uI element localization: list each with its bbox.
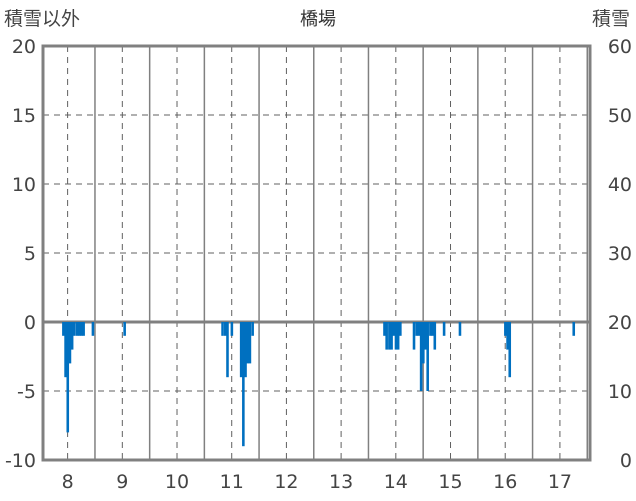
bar: [80, 322, 83, 336]
bar: [91, 322, 95, 336]
bar: [82, 322, 85, 336]
bar: [426, 322, 429, 391]
bar: [239, 322, 243, 378]
right-tick-label: 50: [608, 105, 632, 127]
bar: [429, 322, 432, 336]
bar: [506, 322, 509, 350]
plot-frame: [41, 44, 592, 462]
left-axis-label: 積雪以外: [4, 8, 80, 30]
x-tick-label: 15: [438, 471, 462, 493]
x-tick-label: 9: [116, 471, 128, 493]
bar: [226, 322, 229, 378]
x-tick-label: 12: [274, 471, 298, 493]
bar: [230, 322, 234, 336]
x-tick-label: 8: [62, 471, 74, 493]
bar: [70, 322, 74, 350]
bar: [248, 322, 252, 364]
bar: [62, 322, 65, 336]
left-tick-label: 5: [24, 243, 36, 265]
chart-title: 橋場: [300, 9, 336, 30]
right-tick-label: 40: [608, 174, 632, 196]
bar: [424, 322, 427, 350]
bar: [388, 322, 391, 350]
bar: [224, 322, 227, 336]
bar: [392, 322, 396, 336]
bar: [431, 322, 434, 336]
bar: [385, 322, 388, 350]
bar: [64, 322, 67, 378]
bar: [419, 322, 423, 391]
bar: [390, 322, 393, 350]
bar: [73, 322, 76, 336]
x-tick-label: 11: [220, 471, 244, 493]
right-tick-label: 30: [608, 243, 632, 265]
bar: [221, 322, 224, 336]
bar: [251, 322, 254, 336]
left-tick-label: 10: [12, 174, 36, 196]
bar: [415, 322, 419, 336]
bar-series: [62, 322, 576, 447]
bar: [123, 322, 126, 336]
bar: [433, 322, 437, 350]
x-tick-label: 10: [165, 471, 189, 493]
bar: [68, 322, 72, 364]
bar: [246, 322, 250, 364]
bar: [244, 322, 247, 378]
left-tick-label: -10: [5, 450, 36, 472]
bar: [572, 322, 576, 336]
left-tick-label: 15: [12, 105, 36, 127]
right-tick-label: 10: [608, 381, 632, 403]
bar: [412, 322, 416, 350]
x-tick-label: 16: [493, 471, 517, 493]
right-axis-label: 積雪: [592, 8, 630, 30]
bar: [396, 322, 400, 350]
bar: [383, 322, 386, 336]
bar: [75, 322, 79, 336]
bar: [77, 322, 81, 336]
bar: [242, 322, 245, 447]
bar: [442, 322, 446, 336]
bar: [394, 322, 398, 350]
bar: [399, 322, 402, 336]
x-tick-label: 17: [548, 471, 572, 493]
left-tick-label: 20: [12, 36, 36, 58]
bar: [417, 322, 421, 336]
bar: [458, 322, 462, 336]
right-tick-label: 0: [620, 450, 632, 472]
bar: [66, 322, 70, 433]
gridlines: [43, 46, 590, 460]
x-tick-label: 13: [329, 471, 353, 493]
right-tick-label: 60: [608, 36, 632, 58]
left-tick-label: -5: [17, 381, 36, 403]
left-tick-label: 0: [24, 312, 36, 334]
bar: [422, 322, 425, 364]
right-tick-label: 20: [608, 312, 632, 334]
x-tick-label: 14: [384, 471, 408, 493]
bar: [508, 322, 512, 378]
bar: [504, 322, 507, 336]
